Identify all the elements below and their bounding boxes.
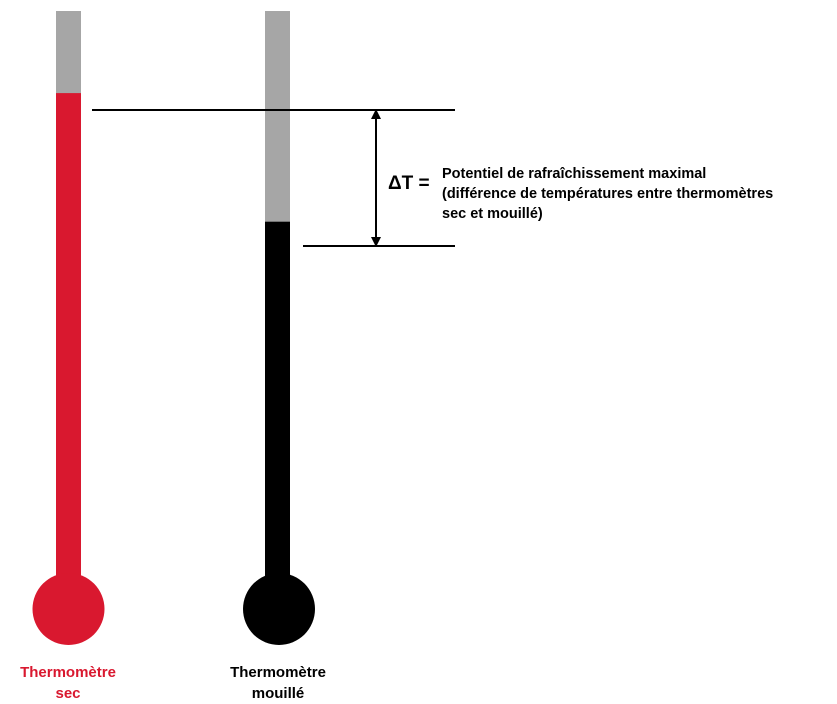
dry-thermometer-label-line1: Thermomètre	[20, 664, 116, 681]
delta-t-description-line1: Potentiel de rafraîchissement maximal	[442, 166, 707, 182]
wet-thermometer-column	[265, 221, 290, 585]
dry-thermometer-bulb	[32, 573, 105, 645]
delta-t-description: Potentiel de rafraîchissement maximal (d…	[442, 164, 837, 224]
dry-thermometer	[32, 11, 105, 645]
delta-t-description-line3: sec et mouillé)	[442, 206, 543, 222]
wet-thermometer-label: Thermomètre mouillé	[198, 662, 358, 704]
delta-t-description-line2: (différence de températures entre thermo…	[442, 186, 774, 202]
wet-thermometer-bulb	[243, 573, 315, 645]
wet-thermometer-label-line1: Thermomètre	[230, 664, 326, 681]
dry-thermometer-label-line2: sec	[55, 685, 81, 702]
wet-thermometer-label-line2: mouillé	[251, 685, 305, 702]
dry-thermometer-column	[56, 93, 81, 585]
wet-thermometer	[243, 11, 315, 645]
dry-thermometer-label: Thermomètre sec	[0, 662, 148, 704]
delta-t-symbol: ΔT =	[388, 173, 430, 194]
